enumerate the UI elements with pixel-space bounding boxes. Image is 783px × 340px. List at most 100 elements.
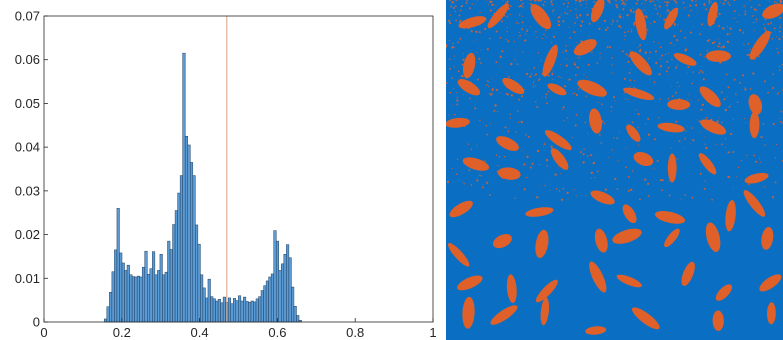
speckle xyxy=(630,188,633,191)
histogram-bar xyxy=(212,298,216,323)
speckle xyxy=(535,73,538,76)
speckle xyxy=(518,31,520,34)
speckle xyxy=(690,9,692,12)
speckle xyxy=(599,134,601,136)
grain xyxy=(667,99,691,110)
histogram-bar xyxy=(253,301,257,323)
speckle xyxy=(616,188,619,190)
speckle xyxy=(758,55,760,58)
speckle xyxy=(530,73,533,75)
histogram-bar xyxy=(190,162,194,323)
speckle xyxy=(752,22,754,24)
axes-box xyxy=(43,15,434,323)
histogram-bar xyxy=(174,210,178,323)
histogram-bar xyxy=(227,297,231,323)
speckle xyxy=(685,130,687,132)
speckle xyxy=(462,181,464,183)
speckle xyxy=(516,132,518,133)
x-tick-label: 0.8 xyxy=(346,325,364,340)
speckle xyxy=(744,86,746,88)
speckle xyxy=(495,30,498,33)
speckle xyxy=(493,7,495,9)
speckle xyxy=(666,9,669,12)
speckle xyxy=(650,23,652,25)
speckle xyxy=(470,30,473,33)
speckle xyxy=(562,20,565,23)
speckle xyxy=(499,92,501,94)
speckle xyxy=(683,7,686,9)
speckle xyxy=(449,91,452,94)
speckle xyxy=(653,81,656,83)
speckle xyxy=(573,62,576,64)
speckle xyxy=(755,9,758,11)
speckle xyxy=(758,158,761,160)
histogram-bar xyxy=(126,264,130,323)
speckle xyxy=(537,79,539,82)
histogram-bar xyxy=(245,301,249,323)
grain xyxy=(497,167,521,180)
speckle xyxy=(683,147,685,149)
speckle xyxy=(625,166,627,169)
speckle xyxy=(582,0,585,2)
speckle xyxy=(521,0,523,2)
speckle xyxy=(733,10,736,12)
speckle xyxy=(656,159,659,162)
grain xyxy=(594,228,608,253)
histogram-bar xyxy=(200,274,204,323)
grain xyxy=(664,228,680,248)
speckle xyxy=(689,31,693,34)
speckle xyxy=(495,88,498,92)
speckle xyxy=(636,0,639,2)
histogram-bar xyxy=(131,276,135,323)
speckle xyxy=(491,2,493,4)
speckle xyxy=(535,30,537,33)
speckle xyxy=(680,198,682,200)
histogram-bar xyxy=(291,286,295,323)
speckle xyxy=(703,187,706,190)
speckle xyxy=(456,158,459,160)
speckle xyxy=(529,0,532,2)
speckle xyxy=(454,5,457,8)
speckle xyxy=(579,24,583,27)
speckle xyxy=(466,1,468,3)
speckle xyxy=(742,31,744,33)
speckle xyxy=(638,49,642,53)
speckle xyxy=(488,37,491,40)
speckle xyxy=(599,52,601,55)
y-tick-label: 0.04 xyxy=(15,140,40,155)
speckle xyxy=(574,188,576,190)
speckle xyxy=(699,172,702,175)
speckle xyxy=(499,66,501,68)
speckle xyxy=(517,121,520,124)
speckle xyxy=(569,37,571,39)
speckle xyxy=(684,138,687,140)
speckle xyxy=(561,108,564,111)
speckle xyxy=(515,49,517,51)
speckle xyxy=(620,0,624,2)
speckle xyxy=(468,7,471,10)
y-tick-label: 0.05 xyxy=(15,96,40,111)
speckle xyxy=(628,71,631,74)
grain xyxy=(622,204,637,224)
speckle xyxy=(518,98,520,101)
speckle xyxy=(705,116,708,119)
speckle xyxy=(706,50,708,52)
histogram-bar xyxy=(169,249,173,323)
speckle xyxy=(587,63,590,66)
speckle xyxy=(522,2,525,4)
speckle xyxy=(551,73,554,76)
speckle xyxy=(631,121,634,124)
histogram-bar xyxy=(179,175,183,323)
speckle xyxy=(459,37,462,40)
speckle xyxy=(659,16,661,18)
speckle xyxy=(553,9,555,11)
speckle xyxy=(664,1,666,3)
speckle xyxy=(776,1,778,3)
speckle xyxy=(749,48,751,51)
speckle xyxy=(488,92,490,95)
speckle xyxy=(644,3,646,5)
speckle xyxy=(521,21,524,24)
speckle xyxy=(476,145,478,146)
speckle xyxy=(772,196,775,199)
speckle xyxy=(583,148,585,151)
